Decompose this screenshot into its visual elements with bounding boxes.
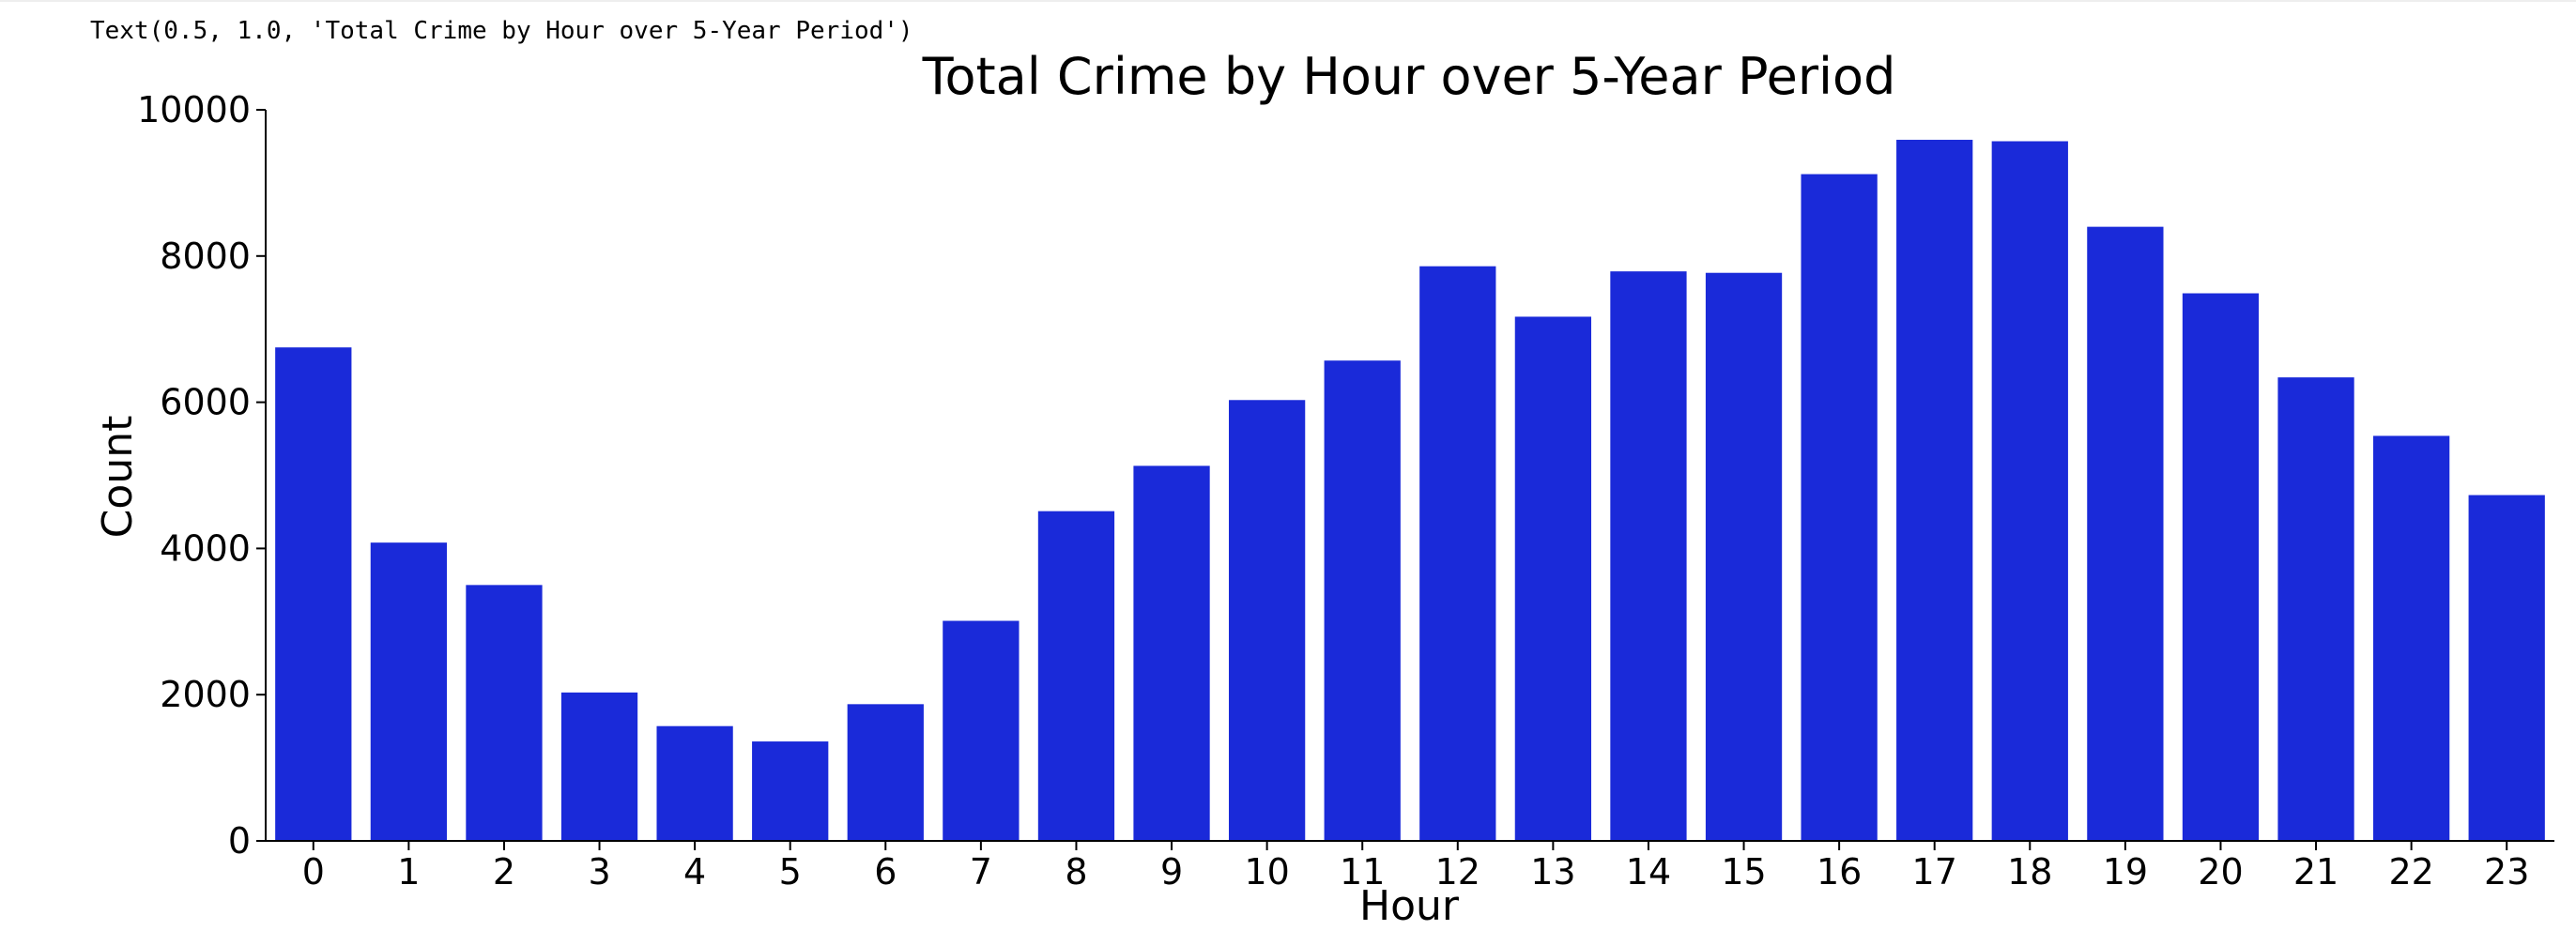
bar-hour-12 — [1419, 266, 1496, 841]
bar-hour-11 — [1324, 360, 1401, 841]
bar-hour-19 — [2087, 226, 2164, 841]
bar-hour-14 — [1610, 271, 1687, 841]
x-tick-label: 2 — [493, 851, 515, 893]
x-tick-label: 3 — [588, 851, 610, 893]
x-tick-label: 12 — [1435, 851, 1480, 893]
x-tick-label: 1 — [397, 851, 420, 893]
x-tick-label: 18 — [2007, 851, 2052, 893]
x-tick-label: 14 — [1626, 851, 1671, 893]
x-tick-label: 5 — [779, 851, 802, 893]
y-tick-label: 0 — [228, 820, 251, 862]
y-ticks-group: 0 2000 4000 6000 8000 10000 — [137, 89, 266, 862]
bar-hour-22 — [2372, 435, 2450, 841]
x-axis-label: Hour — [1359, 882, 1460, 930]
bar-hour-18 — [1991, 141, 2068, 841]
bar-hour-8 — [1037, 511, 1115, 841]
x-tick-label: 23 — [2484, 851, 2529, 893]
y-tick-label: 10000 — [137, 89, 251, 130]
bar-hour-2 — [466, 585, 543, 841]
bar-hour-0 — [275, 347, 352, 841]
x-tick-label: 4 — [683, 851, 706, 893]
bar-hour-13 — [1514, 316, 1592, 841]
bar-hour-16 — [1801, 174, 1878, 841]
bars-group — [275, 139, 2545, 842]
bar-hour-1 — [370, 542, 448, 841]
bar-hour-15 — [1705, 272, 1783, 841]
x-tick-label: 17 — [1912, 851, 1957, 893]
bar-hour-10 — [1228, 400, 1306, 841]
y-tick-label: 4000 — [160, 527, 251, 569]
x-tick-label: 22 — [2388, 851, 2433, 893]
x-tick-label: 15 — [1721, 851, 1766, 893]
x-tick-label: 6 — [874, 851, 897, 893]
bar-hour-23 — [2468, 495, 2545, 841]
bar-hour-17 — [1896, 139, 1973, 842]
y-tick-label: 2000 — [160, 674, 251, 715]
x-tick-label: 21 — [2293, 851, 2338, 893]
bar-hour-3 — [560, 692, 638, 841]
bar-hour-4 — [656, 725, 733, 841]
x-tick-label: 19 — [2103, 851, 2148, 893]
x-tick-label: 0 — [302, 851, 325, 893]
chart-title: Total Crime by Hour over 5-Year Period — [922, 47, 1896, 106]
x-tick-label: 11 — [1340, 851, 1385, 893]
bar-hour-6 — [847, 704, 924, 841]
cell-divider — [0, 0, 2576, 2]
bar-hour-21 — [2277, 377, 2354, 841]
y-axis-label: Count — [94, 416, 142, 539]
x-tick-label: 7 — [970, 851, 992, 893]
bar-hour-7 — [943, 620, 1020, 841]
x-tick-label: 8 — [1065, 851, 1087, 893]
x-tick-label: 10 — [1244, 851, 1289, 893]
bar-hour-20 — [2182, 293, 2260, 841]
x-ticks-group: 0 1 2 3 4 5 6 7 8 9 10 11 12 13 14 15 16 17 18 19 20 21 22 23 — [302, 841, 2529, 893]
x-tick-label: 16 — [1817, 851, 1862, 893]
y-tick-label: 6000 — [160, 382, 251, 423]
bar-hour-5 — [752, 741, 829, 841]
bar-hour-9 — [1133, 465, 1210, 841]
x-tick-label: 20 — [2198, 851, 2243, 893]
x-tick-label: 9 — [1160, 851, 1183, 893]
output-repr-text: Text(0.5, 1.0, 'Total Crime by Hour over… — [90, 17, 913, 45]
y-tick-label: 8000 — [160, 236, 251, 277]
x-tick-label: 13 — [1530, 851, 1575, 893]
